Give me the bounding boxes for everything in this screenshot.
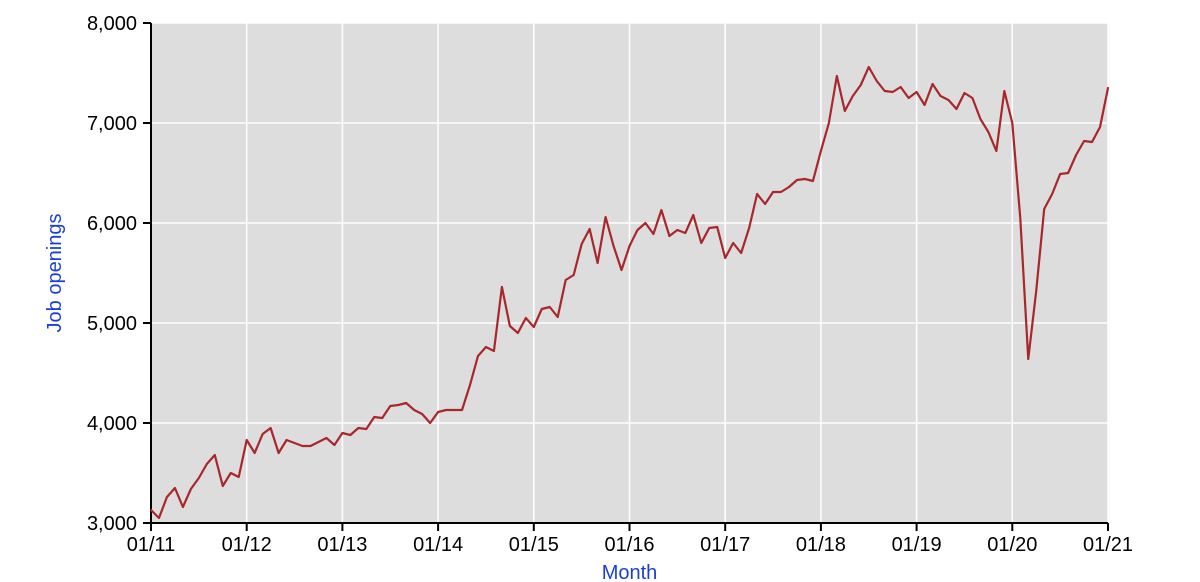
x-axis-label: Month	[602, 562, 658, 582]
y-tick-label: 8,000	[87, 13, 137, 35]
line-chart: 3,000 4,000 5,000 6,000 7,000 8,000 01/11 01/12…	[0, 0, 1200, 582]
y-tick-label: 4,000	[87, 413, 137, 435]
x-tick-label: 01/13	[317, 534, 367, 556]
y-axis-label: Job openings	[44, 214, 66, 333]
x-tick-label: 01/16	[604, 534, 654, 556]
chart-container: 3,000 4,000 5,000 6,000 7,000 8,000 01/11 01/12…	[0, 0, 1200, 582]
x-tick-label: 01/15	[509, 534, 559, 556]
y-tick-label: 7,000	[87, 113, 137, 135]
y-tick-label: 3,000	[87, 513, 137, 535]
y-tick-label: 5,000	[87, 313, 137, 335]
y-tick-label: 6,000	[87, 213, 137, 235]
x-tick-label: 01/20	[987, 534, 1037, 556]
x-tick-label: 01/21	[1083, 534, 1133, 556]
x-tick-label: 01/14	[413, 534, 463, 556]
x-tick-label: 01/18	[796, 534, 846, 556]
x-tick-label: 01/19	[892, 534, 942, 556]
x-tick-label: 01/12	[222, 534, 272, 556]
x-tick-label: 01/17	[700, 534, 750, 556]
x-tick-label: 01/11	[127, 534, 176, 556]
